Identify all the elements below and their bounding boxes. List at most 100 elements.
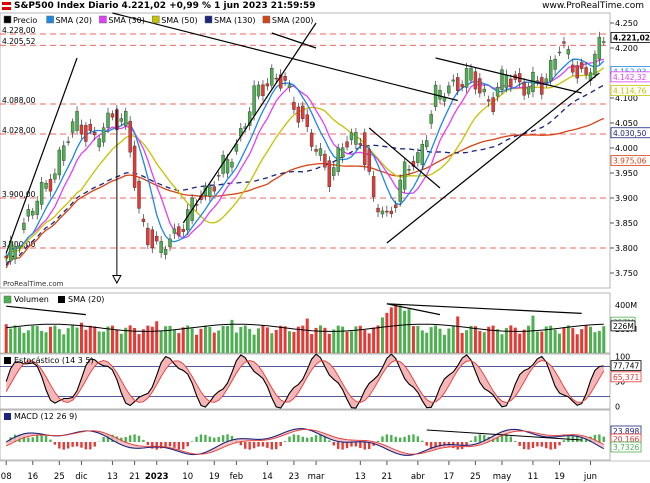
- volume-bar: [372, 327, 376, 353]
- candle-body: [486, 99, 491, 102]
- volume-bar: [447, 328, 451, 353]
- macd-hist-bar: [257, 442, 260, 447]
- sma20-line: [5, 58, 605, 259]
- candle-body: [75, 111, 79, 131]
- volume-bar: [230, 319, 234, 353]
- macd-hist-bar: [261, 442, 265, 447]
- volume-sma-legend-label: SMA (20): [68, 295, 104, 304]
- volume-bar: [106, 326, 110, 353]
- x-tick-label: mar: [308, 472, 325, 482]
- volume-bar: [26, 330, 30, 353]
- volume-bar: [354, 326, 358, 353]
- x-tick-label: 19: [209, 472, 220, 482]
- macd-badge-2: [610, 441, 642, 453]
- macd-hist-bar: [49, 439, 52, 442]
- volume-bar: [589, 326, 593, 353]
- macd-hist-bar: [221, 435, 225, 442]
- volume-bar: [164, 326, 168, 353]
- volume-bar: [531, 315, 535, 353]
- volume-bar: [394, 303, 398, 353]
- stoch-ytick-label: 100: [615, 353, 630, 362]
- candle-body: [407, 169, 411, 171]
- macd-hist-bar: [66, 442, 70, 449]
- candle-body: [141, 218, 146, 223]
- macd-hist-bar: [310, 436, 313, 442]
- candle-body: [380, 210, 385, 215]
- volume-sma-swatch: [58, 296, 65, 303]
- stoch-d-line: [5, 360, 605, 403]
- macd-hist-bar: [354, 442, 358, 447]
- candle-body: [48, 178, 53, 192]
- price-ytick-label: 4.250: [615, 19, 638, 28]
- volume-bar: [84, 329, 88, 353]
- level-label-4: 3.900,00: [2, 190, 36, 199]
- legend-swatch-3: [151, 15, 160, 24]
- x-tick-label: 11: [528, 472, 539, 482]
- volume-bar: [527, 325, 531, 353]
- volume-bar: [429, 327, 433, 353]
- volume-bar: [602, 326, 606, 353]
- volume-bar: [389, 307, 393, 353]
- candle-body: [309, 132, 314, 147]
- x-tick-label: 10: [182, 472, 193, 482]
- x-tick-label: 2023: [145, 472, 169, 482]
- candle-body: [230, 161, 234, 168]
- macd-panel: [0, 409, 611, 461]
- volume-bar: [540, 331, 544, 353]
- candle-body: [540, 77, 544, 95]
- macd-hist-bar: [71, 442, 74, 447]
- macd-hist-bar: [323, 436, 327, 442]
- volume-bar: [172, 330, 176, 353]
- price-badge-text-3: 4.114,76: [613, 87, 647, 96]
- chart-title: S&P500 Index Diario 4.221,02 +0,99 % 1 j…: [14, 1, 316, 11]
- macd-badge-text-0: 23,898: [613, 427, 639, 436]
- price-badge-4: [610, 127, 650, 139]
- volume-bar: [341, 326, 345, 353]
- candle-body: [438, 90, 442, 100]
- macd-hist-bar: [297, 434, 300, 442]
- chart-header: S&P500 Index Diario 4.221,02 +0,99 % 1 j…: [0, 0, 650, 12]
- volume-bar: [420, 330, 424, 353]
- watermark: ProRealTime.com: [3, 280, 64, 288]
- candle-body: [292, 101, 296, 110]
- x-tick-label: 08: [1, 472, 12, 482]
- x-tick-label: may: [493, 472, 512, 482]
- volume-bar: [336, 325, 340, 353]
- candle-body: [301, 105, 305, 119]
- price-badge-0: [610, 32, 650, 43]
- price-badge-text-5: 3.975,06: [613, 156, 647, 165]
- volume-bar: [332, 329, 336, 353]
- macd-hist-bar: [31, 437, 34, 442]
- volume-bar: [460, 333, 464, 353]
- x-tick-label: 13: [355, 472, 366, 482]
- volume-bar: [168, 325, 172, 353]
- macd-hist-bar: [252, 442, 256, 449]
- volume-bar: [221, 326, 225, 353]
- volume-bar: [53, 325, 57, 353]
- macd-hist-bar: [27, 437, 30, 442]
- macd-hist-bar: [275, 442, 278, 450]
- candle-body: [420, 143, 425, 165]
- legend-label-5: SMA (200): [272, 16, 314, 25]
- x-tick-label: 17: [443, 472, 454, 482]
- volume-bar: [93, 326, 97, 353]
- candle-body: [62, 145, 66, 161]
- macd-hist-bar: [553, 442, 557, 449]
- price-panel: [0, 12, 611, 289]
- volume-bar: [597, 330, 601, 353]
- macd-hist-bar: [367, 442, 371, 450]
- trend-line-2: [182, 22, 317, 224]
- volume-bar: [345, 331, 349, 353]
- volume-bar: [31, 325, 35, 353]
- volume-bar: [496, 329, 500, 353]
- price-ytick-label: 3.850: [615, 219, 638, 228]
- volume-bar: [195, 334, 199, 353]
- volume-bar: [115, 329, 119, 353]
- candle-body: [469, 68, 473, 81]
- volume-bar: [535, 331, 539, 353]
- volume-bar: [469, 325, 473, 353]
- volume-bar: [141, 329, 145, 353]
- volume-bar: [248, 328, 252, 353]
- legend-label-3: SMA (50): [161, 16, 197, 25]
- sma200-line: [5, 117, 605, 269]
